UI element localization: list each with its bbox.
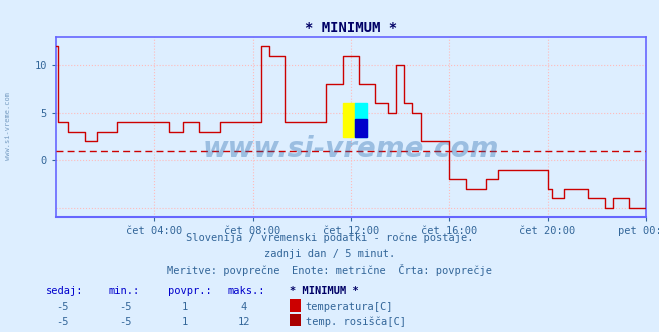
Bar: [355, 120, 367, 136]
Text: 4: 4: [241, 302, 247, 312]
Text: maks.:: maks.:: [227, 286, 265, 296]
Text: -5: -5: [119, 302, 131, 312]
Bar: [355, 103, 367, 136]
Text: povpr.:: povpr.:: [168, 286, 212, 296]
Text: Meritve: povprečne  Enote: metrične  Črta: povprečje: Meritve: povprečne Enote: metrične Črta:…: [167, 264, 492, 276]
Text: 1: 1: [181, 317, 188, 327]
Title: * MINIMUM *: * MINIMUM *: [305, 21, 397, 35]
Text: -5: -5: [119, 317, 131, 327]
Text: www.si-vreme.com: www.si-vreme.com: [5, 92, 11, 160]
Text: www.si-vreme.com: www.si-vreme.com: [203, 135, 499, 163]
Text: 1: 1: [181, 302, 188, 312]
Text: -5: -5: [57, 302, 69, 312]
Text: * MINIMUM *: * MINIMUM *: [290, 286, 358, 296]
Text: Slovenija / vremenski podatki - ročne postaje.: Slovenija / vremenski podatki - ročne po…: [186, 232, 473, 243]
Text: 12: 12: [238, 317, 250, 327]
Text: temp. rosišča[C]: temp. rosišča[C]: [306, 316, 406, 327]
Text: min.:: min.:: [109, 286, 140, 296]
Bar: [343, 103, 355, 136]
Text: temperatura[C]: temperatura[C]: [306, 302, 393, 312]
Text: -5: -5: [57, 317, 69, 327]
Text: zadnji dan / 5 minut.: zadnji dan / 5 minut.: [264, 249, 395, 259]
Text: sedaj:: sedaj:: [46, 286, 84, 296]
